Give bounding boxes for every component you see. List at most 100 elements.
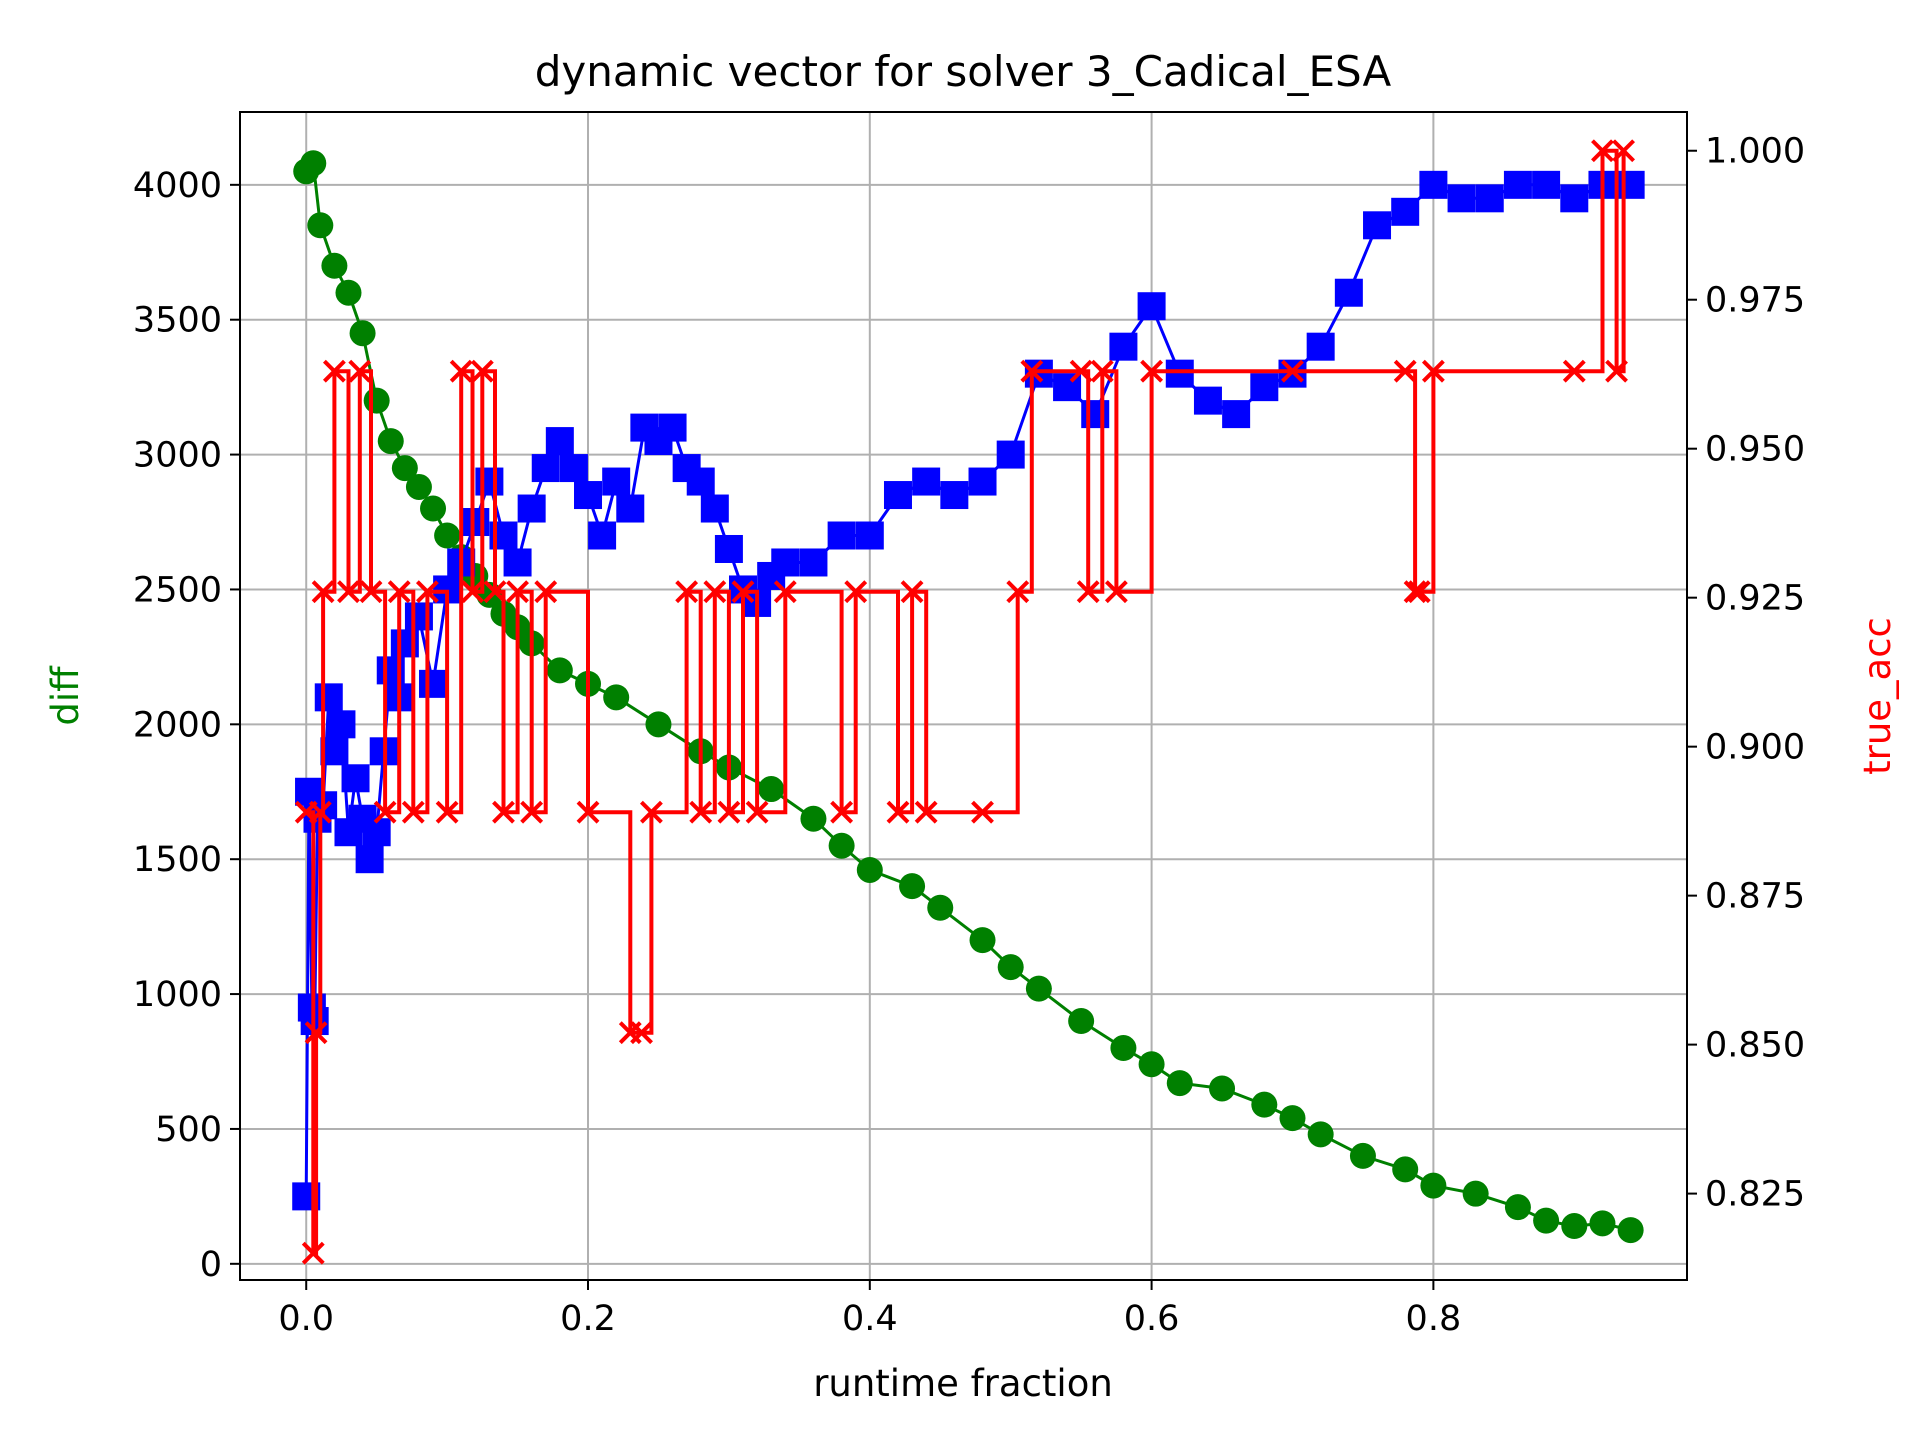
- series-3-point: [844, 580, 868, 604]
- series-2-point: [883, 481, 912, 510]
- series-2-point: [545, 427, 574, 456]
- series-3-point: [449, 359, 473, 383]
- series-3-point: [717, 800, 741, 824]
- grid: [240, 112, 1687, 1280]
- series-2-point: [531, 454, 560, 483]
- y-left-tick-label: 500: [155, 1110, 222, 1150]
- series-2-point: [1475, 184, 1504, 213]
- series-2-point: [616, 494, 645, 523]
- series-3-point: [322, 359, 346, 383]
- series-2-point: [771, 548, 800, 577]
- y-right-axis-label: true_acc: [1856, 617, 1899, 775]
- x-tick-label: 0.8: [1406, 1299, 1462, 1339]
- plot-area: [240, 112, 1687, 1280]
- series-1-point: [1138, 1051, 1165, 1078]
- y-right-tick-label: 1.000: [1705, 132, 1805, 172]
- series-1-point: [1617, 1217, 1644, 1244]
- x-tick-label: 0.6: [1124, 1299, 1180, 1339]
- series-2-point: [700, 494, 729, 523]
- series-1-point: [828, 832, 855, 859]
- series-2-point: [314, 683, 343, 712]
- y-right-tick-label: 0.925: [1705, 579, 1805, 619]
- series-1-point: [349, 320, 376, 347]
- series-1-point: [1504, 1194, 1531, 1221]
- series-3-point: [415, 580, 439, 604]
- series-3-point: [576, 800, 600, 824]
- series-1-point: [377, 428, 404, 455]
- x-tick-label: 0.0: [278, 1299, 334, 1339]
- series-1-point: [307, 212, 334, 239]
- series-1-point: [434, 522, 461, 549]
- series-3-point: [1104, 580, 1128, 604]
- series-1-point: [856, 856, 883, 883]
- series-3-point: [703, 580, 727, 604]
- series-1-point: [1279, 1105, 1306, 1132]
- series-2-point: [503, 548, 532, 577]
- y-left-axis-label: diff: [44, 665, 87, 726]
- series-2-point: [1419, 170, 1448, 199]
- series-2-point: [799, 548, 828, 577]
- series-2-point: [559, 454, 588, 483]
- series-2-point: [940, 481, 969, 510]
- ticks: 0.0 0.2 0.4 0.6 0.8 0 500 1000 1500 2000 2500 3000 3…: [133, 132, 1805, 1339]
- series-3-point: [308, 800, 332, 824]
- series-2-point: [461, 508, 490, 537]
- series-2-point: [658, 413, 687, 442]
- plot-frame: [239, 111, 1688, 1281]
- series-2-point: [327, 710, 356, 739]
- x-tick-label: 0.4: [842, 1299, 898, 1339]
- series-2-point: [686, 467, 715, 496]
- series-1-point: [1392, 1156, 1419, 1183]
- series-3-point: [1403, 580, 1427, 604]
- series-3-point: [773, 580, 797, 604]
- series-1-point: [1251, 1091, 1278, 1118]
- series-2-point: [475, 467, 504, 496]
- series-3-point: [630, 1021, 653, 1045]
- series-3-point: [971, 800, 994, 824]
- series-2-point: [1334, 278, 1363, 307]
- series-3-point: [1562, 359, 1586, 383]
- series-3-point: [1140, 359, 1164, 383]
- series-2-point: [1616, 170, 1645, 199]
- series-1-point: [1166, 1070, 1193, 1097]
- series-1-point: [758, 776, 785, 803]
- y-left-tick-label: 1500: [133, 840, 222, 880]
- y-right-tick-label: 0.875: [1705, 877, 1805, 917]
- series-1-point: [1420, 1172, 1447, 1199]
- series-1-point: [335, 279, 362, 306]
- series-2-point: [1503, 170, 1532, 199]
- series-2-point: [996, 440, 1025, 469]
- series-1-point: [1110, 1035, 1137, 1062]
- series-3-point: [435, 800, 459, 824]
- series-1-point: [899, 873, 926, 900]
- series-2-point: [517, 494, 546, 523]
- series-1-point: [997, 954, 1024, 981]
- series-2-point: [827, 521, 856, 550]
- series-3-point: [1591, 139, 1614, 163]
- series-3-point: [359, 580, 383, 604]
- series-1-point: [405, 473, 432, 500]
- series-2-point: [1560, 184, 1589, 213]
- series-1-point: [1349, 1142, 1376, 1169]
- y-right-tick-label: 0.850: [1705, 1026, 1805, 1066]
- series-2-point: [1193, 386, 1222, 415]
- series-3-point: [1421, 359, 1445, 383]
- y-left-tick-label: 2000: [133, 705, 222, 745]
- series-1-point: [645, 711, 672, 738]
- y-right-tick-label: 0.900: [1705, 728, 1805, 768]
- series-2-point: [1306, 332, 1335, 361]
- series-1-point: [800, 805, 827, 832]
- y-left-tick-label: 3000: [133, 436, 222, 476]
- y-left-tick-label: 1000: [133, 975, 222, 1015]
- series-3-point: [1069, 359, 1093, 383]
- series-3-point: [1393, 359, 1417, 383]
- series-3: [294, 139, 1636, 1265]
- series-2-point: [574, 481, 603, 510]
- series-3-point: [689, 800, 713, 824]
- series-2-point: [588, 521, 617, 550]
- series-2-point: [1363, 211, 1392, 240]
- y-left-tick-label: 3500: [133, 301, 222, 341]
- series-3-point: [311, 580, 335, 604]
- series-2-point: [1222, 400, 1251, 429]
